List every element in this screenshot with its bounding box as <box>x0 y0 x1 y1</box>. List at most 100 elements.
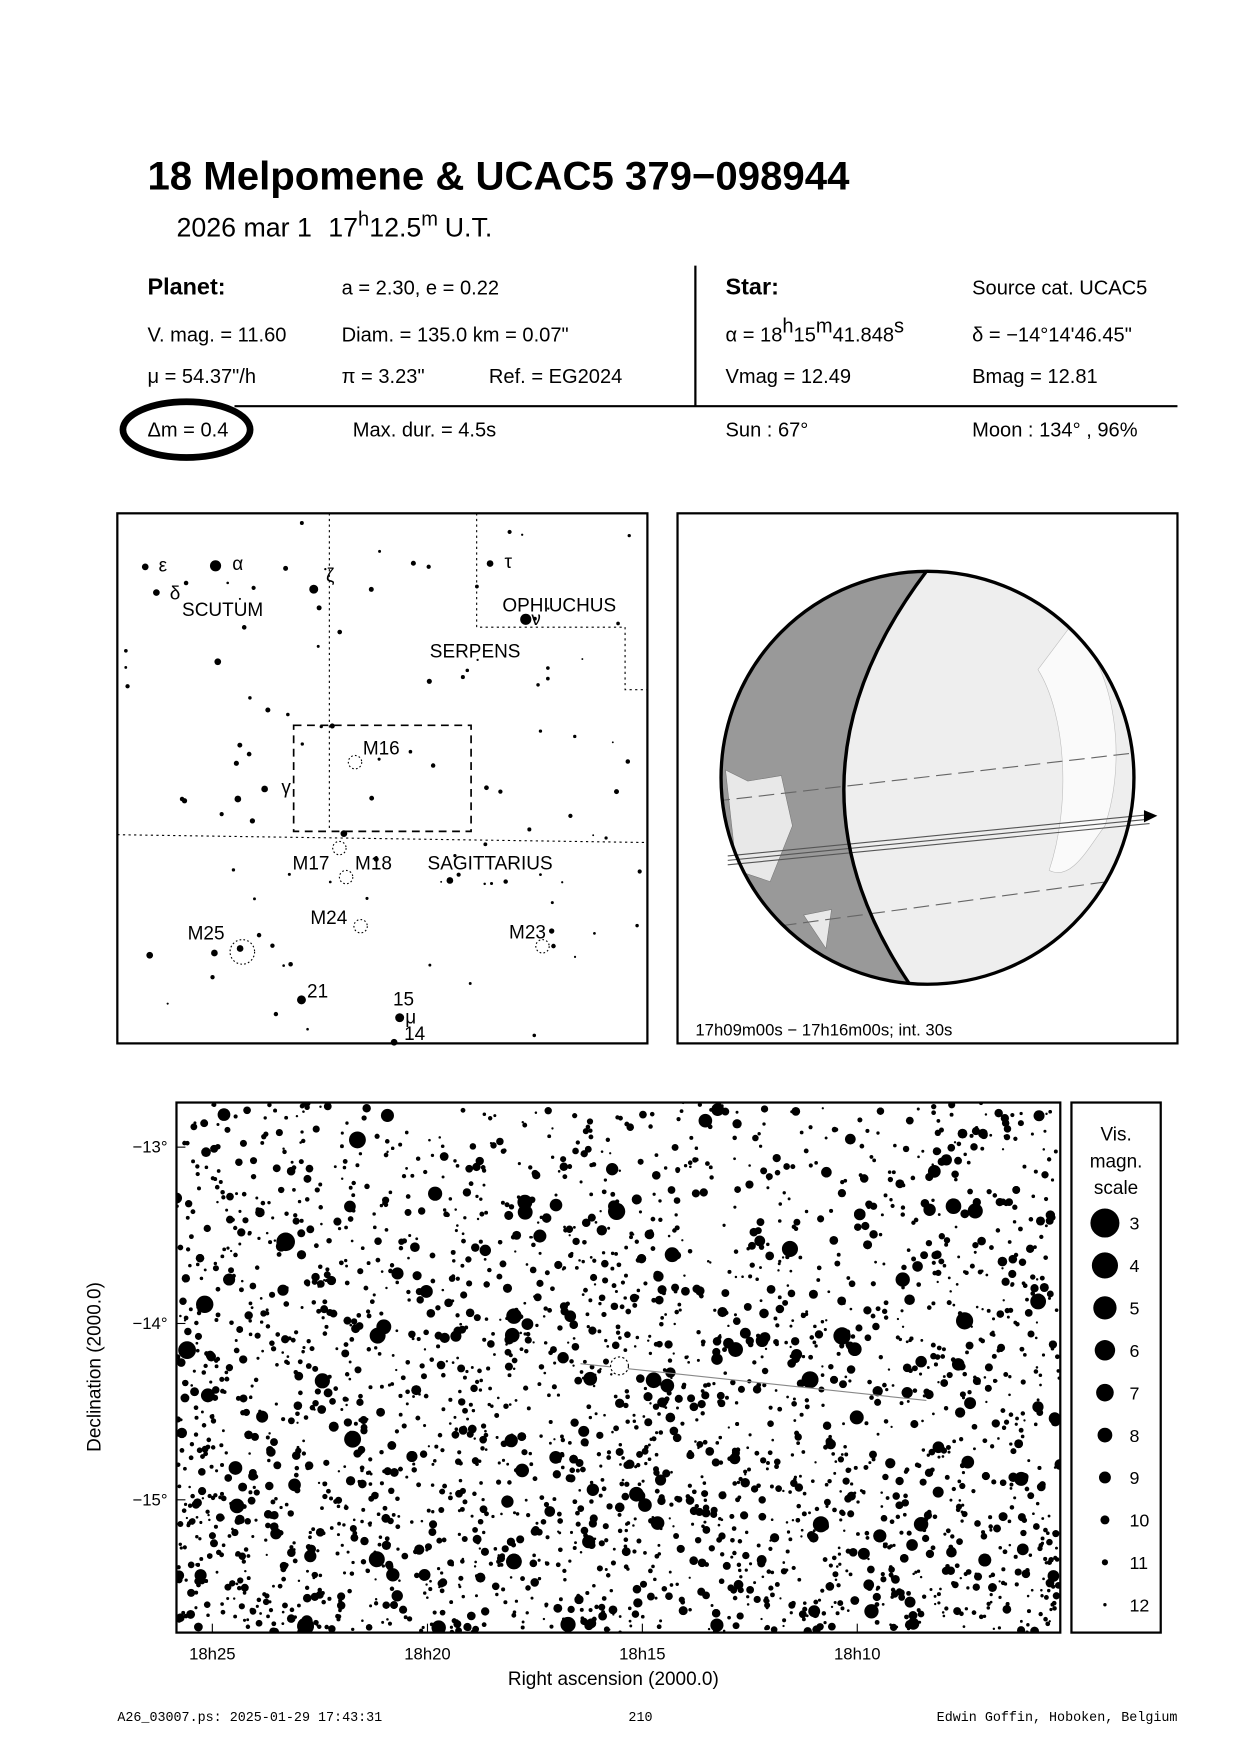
star <box>707 1627 711 1631</box>
star <box>214 1364 219 1369</box>
star <box>747 1467 751 1472</box>
star <box>789 1241 793 1246</box>
star <box>589 1162 594 1168</box>
star <box>869 1230 878 1239</box>
star <box>455 1313 460 1318</box>
star <box>789 1269 793 1273</box>
star <box>257 1236 261 1241</box>
star <box>265 1553 268 1556</box>
star <box>391 1512 396 1517</box>
star <box>506 1308 522 1324</box>
star <box>857 1117 863 1123</box>
star <box>893 1143 897 1148</box>
star <box>977 1236 986 1246</box>
star <box>970 1143 978 1151</box>
star <box>324 1624 329 1630</box>
star <box>644 1444 649 1450</box>
star <box>265 1231 269 1235</box>
star <box>465 668 470 673</box>
star <box>648 1124 653 1129</box>
star <box>228 1267 235 1274</box>
star <box>667 1234 671 1238</box>
star <box>1054 1557 1060 1562</box>
star <box>659 1527 663 1531</box>
star <box>454 1208 457 1211</box>
star <box>746 1595 750 1599</box>
star <box>596 1565 603 1572</box>
star <box>632 1302 638 1308</box>
t: 15 <box>794 324 816 346</box>
star <box>408 1330 416 1339</box>
star <box>351 1560 355 1565</box>
star <box>979 1131 988 1140</box>
star <box>938 1127 944 1133</box>
star <box>398 1393 403 1398</box>
star <box>673 1533 680 1539</box>
star <box>729 1514 735 1519</box>
star <box>261 1349 264 1353</box>
star <box>636 1253 647 1264</box>
star <box>791 1565 796 1571</box>
star <box>710 1618 724 1632</box>
star <box>716 1536 723 1543</box>
star <box>791 1319 795 1323</box>
star <box>588 1415 593 1420</box>
star <box>629 1624 633 1628</box>
star <box>361 1619 364 1622</box>
star <box>475 1194 479 1199</box>
star <box>243 1106 251 1115</box>
star <box>451 1361 455 1364</box>
star <box>604 1338 608 1343</box>
star <box>639 1580 648 1588</box>
star <box>365 1309 371 1314</box>
star <box>914 1462 920 1468</box>
star <box>876 1107 885 1115</box>
star <box>568 1559 572 1563</box>
star <box>580 1150 588 1158</box>
star <box>641 1479 645 1483</box>
star <box>618 1442 623 1447</box>
star <box>1035 1501 1040 1506</box>
star <box>940 1354 946 1359</box>
star <box>936 1345 942 1351</box>
star <box>426 564 431 569</box>
globe: 17h09m00s − 17h16m00s; int. 30s <box>676 512 1179 1045</box>
star <box>921 1534 930 1543</box>
star <box>743 1302 752 1311</box>
star <box>299 521 304 526</box>
star <box>727 1584 735 1592</box>
star <box>786 1395 789 1399</box>
star <box>528 1165 533 1170</box>
star <box>481 1622 487 1628</box>
star <box>734 1275 738 1279</box>
star <box>479 1436 487 1444</box>
star <box>296 1250 307 1260</box>
star <box>899 1401 904 1406</box>
star <box>610 1251 615 1256</box>
star <box>1014 1471 1029 1486</box>
star <box>832 1507 837 1513</box>
star <box>822 1557 828 1562</box>
star <box>472 1625 480 1633</box>
star <box>496 1479 502 1485</box>
star <box>991 1419 1000 1428</box>
info: α = 18h15m41.848s <box>726 316 905 347</box>
star <box>316 1549 320 1553</box>
land <box>1037 624 1117 873</box>
star <box>511 1612 517 1618</box>
star <box>828 1434 832 1439</box>
star <box>474 1594 478 1598</box>
star <box>611 741 614 744</box>
star <box>524 1498 528 1502</box>
star <box>1041 1517 1045 1520</box>
star <box>769 1533 780 1543</box>
star <box>261 1134 267 1140</box>
star <box>899 1554 909 1563</box>
star <box>1020 1379 1026 1385</box>
star <box>732 1317 741 1325</box>
star <box>483 1432 489 1438</box>
star <box>823 1327 827 1332</box>
star <box>625 1419 630 1424</box>
star <box>499 1318 502 1321</box>
star <box>297 1579 301 1583</box>
